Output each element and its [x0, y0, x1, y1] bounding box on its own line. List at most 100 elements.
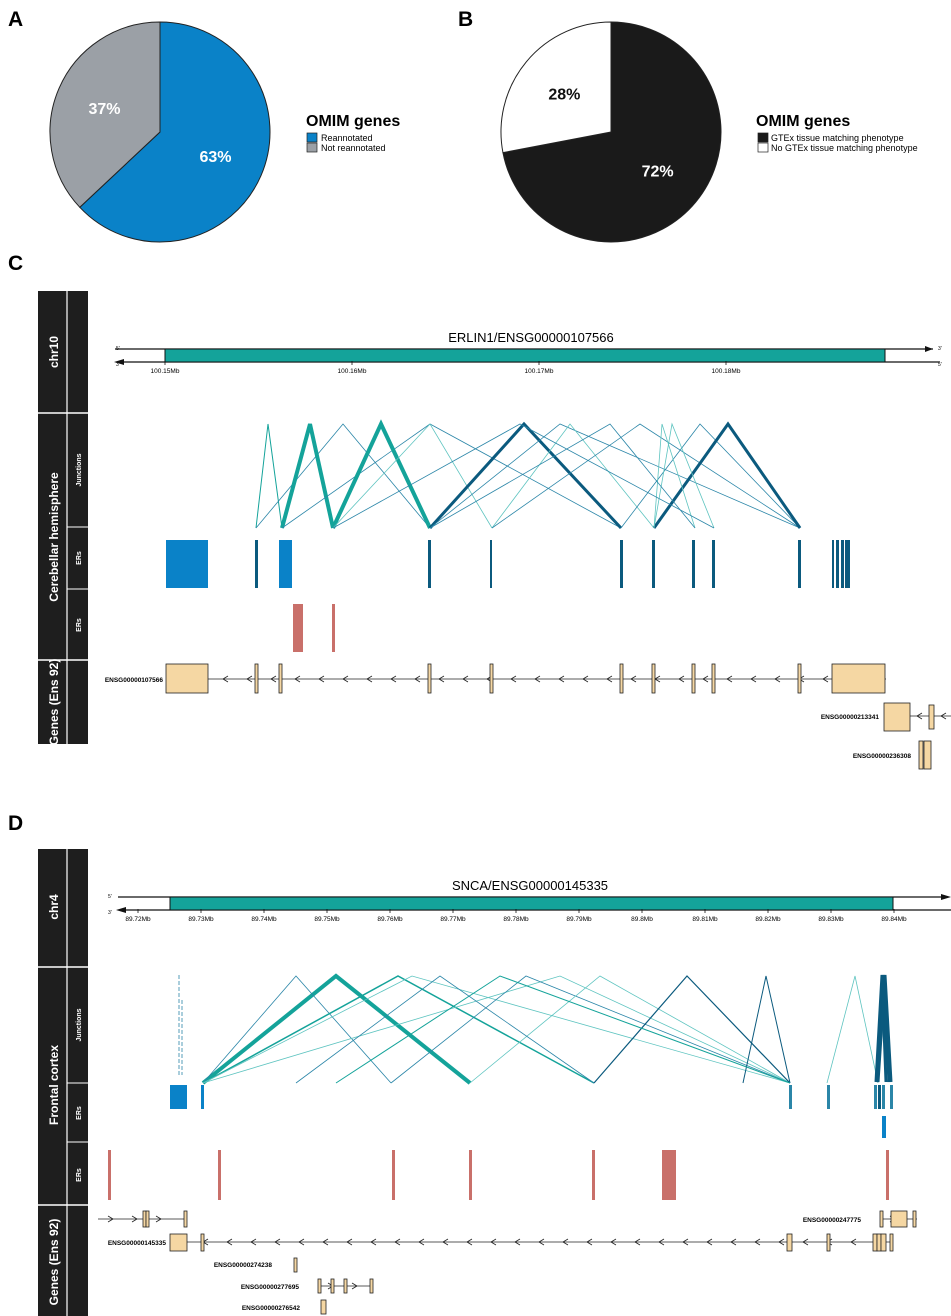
- pie-label-b-2: 28%: [548, 86, 580, 103]
- gene-d-2-arrow-17: [562, 1238, 569, 1246]
- gene-c-1-arrow-3: [222, 675, 229, 683]
- er-block-d-14: [592, 1150, 595, 1200]
- panel-b-letter: B: [458, 8, 473, 31]
- tick-label-d-1: 89.72Mb: [125, 916, 151, 923]
- gene-c-1-arrow-25: [750, 675, 757, 683]
- gene-d-2-arrow-16: [538, 1238, 545, 1246]
- gene-d-2-arrow-26: [778, 1238, 785, 1246]
- gene-d-0-arrow-1: [107, 1215, 114, 1223]
- pie-slice-b-1: [502, 21, 722, 243]
- strand-label-d-5top: 5': [108, 894, 112, 900]
- tick-label-d-9: 89.8Mb: [631, 916, 653, 923]
- genes-track-c: ENSG00000107566 ENSG00000213341 ENSG0000…: [105, 663, 951, 770]
- gene-d-0-arrow-3: [155, 1215, 162, 1223]
- chromosome-track-c: ERLIN1/ENSG00000107566 5' 3' 3' 5' 100.1…: [114, 330, 942, 375]
- gene-c-1-arrow-23: [702, 675, 709, 683]
- gene-c-1-exon-1: [165, 663, 209, 694]
- gene-d-0-arrow-2: [131, 1215, 138, 1223]
- gene-d-4-exon-4: [369, 1278, 374, 1294]
- gene-label-d-1: ENSG00000247775: [803, 1217, 862, 1224]
- junction-c-6: [332, 423, 493, 529]
- track-label-ers2-c: ERs: [76, 618, 83, 632]
- gene-d-5-exon-1: [320, 1299, 327, 1315]
- junction-c-13: [653, 423, 696, 529]
- gene-d-2-arrow-18: [586, 1238, 593, 1246]
- gene-c-3-exon-2: [923, 740, 932, 770]
- legend-label-reannotated: Reannotated: [321, 133, 373, 143]
- er-block-d-15: [662, 1150, 676, 1200]
- legend-label-gtex-match: GTEx tissue matching phenotype: [771, 133, 904, 143]
- gene-title-d: SNCA/ENSG00000145335: [452, 878, 608, 893]
- legend-title-b: OMIM genes: [756, 113, 850, 130]
- gene-d-2-arrow-4: [250, 1238, 257, 1246]
- er-block-d-3: [789, 1085, 792, 1109]
- gene-c-1-arrow-11: [414, 675, 421, 683]
- gene-d-2-arrow-10: [394, 1238, 401, 1246]
- legend-swatch-no-gtex-match: [757, 142, 769, 153]
- gene-c-1-exon-11: [831, 663, 886, 694]
- er-block-d-7: [882, 1085, 885, 1109]
- gene-c-1-arrow-26: [774, 675, 781, 683]
- gene-d-2-arrow-23: [706, 1238, 713, 1246]
- strand-label-c-5bot: 5': [938, 362, 942, 368]
- gene-label-d-2: ENSG00000145335: [108, 1240, 167, 1247]
- chromosome-track-d: SNCA/ENSG00000145335 5' 3' 89.72Mb 89.73M…: [108, 878, 951, 923]
- tick-label-d-5: 89.76Mb: [377, 916, 403, 923]
- track-label-chr4: chr4: [47, 894, 61, 920]
- ers-track-c: [166, 540, 850, 652]
- junction-c-12: [652, 421, 802, 529]
- tick-label-c-2: 100.16Mb: [338, 368, 367, 375]
- gene-c-1-arrow-17: [558, 675, 565, 683]
- junction-d-10: [826, 975, 879, 1084]
- strand-label-c-3top: 3': [938, 346, 942, 352]
- gene-c-1-arrow-16: [534, 675, 541, 683]
- er-block-c-10: [798, 540, 801, 588]
- junction-d-7: [469, 975, 791, 1084]
- gene-d-4-exon-3: [343, 1278, 348, 1294]
- er-block-c-1: [166, 540, 208, 588]
- gene-label-d-5: ENSG00000276542: [242, 1305, 301, 1312]
- gene-c-1-arrow-10: [390, 675, 397, 683]
- legend-swatch-not-reannotated: [306, 142, 318, 153]
- gene-d-2-arrow-3: [226, 1238, 233, 1246]
- er-block-c-12: [836, 540, 839, 588]
- gene-c-1-exon-10: [797, 663, 802, 694]
- junction-bundle-d-3: [876, 974, 893, 1083]
- panel-c-sidebar: chr10 Cerebellar hemisphere Junctions ER…: [38, 291, 88, 745]
- gene-d-2-arrow-9: [370, 1238, 377, 1246]
- pie-label-a-1: 63%: [200, 149, 232, 166]
- gene-d-2-exon-1: [169, 1233, 188, 1252]
- er-block-d-10: [108, 1150, 111, 1200]
- gene-d-2-arrow-20: [634, 1238, 641, 1246]
- er-block-c-5: [490, 540, 492, 588]
- er-block-c-7: [652, 540, 655, 588]
- gene-d-1-exon-1: [879, 1210, 884, 1228]
- track-label-chr10: chr10: [47, 336, 61, 368]
- gene-c-1-arrow-13: [462, 675, 469, 683]
- gene-c-1-arrow-6: [294, 675, 301, 683]
- tick-label-d-13: 89.84Mb: [881, 916, 907, 923]
- junction-c-15: [429, 423, 696, 529]
- gene-d-2-arrow-11: [418, 1238, 425, 1246]
- er-block-c-4: [428, 540, 431, 588]
- junction-d-11: [335, 975, 791, 1084]
- er-block-c-6: [620, 540, 623, 588]
- pie-label-a-2: 37%: [88, 101, 120, 118]
- gene-d-2-exon-2: [200, 1233, 205, 1252]
- gene-d-0-exon-3: [183, 1210, 188, 1228]
- junction-c-3: [280, 423, 335, 529]
- gene-c-1-arrow-18: [582, 675, 589, 683]
- gene-label-c-2: ENSG00000213341: [821, 714, 880, 721]
- legend-label-not-reannotated: Not reannotated: [321, 143, 386, 153]
- track-label-cerebellar: Cerebellar hemisphere: [47, 472, 61, 602]
- junction-d-8: [593, 975, 791, 1084]
- gene-d-2-exon-7: [880, 1233, 887, 1252]
- er-block-c-14: [845, 540, 850, 588]
- gene-d-2-exon-4: [826, 1233, 831, 1252]
- gene-c-1-arrow-4: [246, 675, 253, 683]
- junction-c-10: [491, 423, 801, 529]
- gene-d-4-exon-1: [317, 1278, 322, 1294]
- gene-d-2-exon-3: [786, 1233, 793, 1252]
- junction-d-1: [201, 973, 472, 1085]
- tick-label-d-12: 89.83Mb: [818, 916, 844, 923]
